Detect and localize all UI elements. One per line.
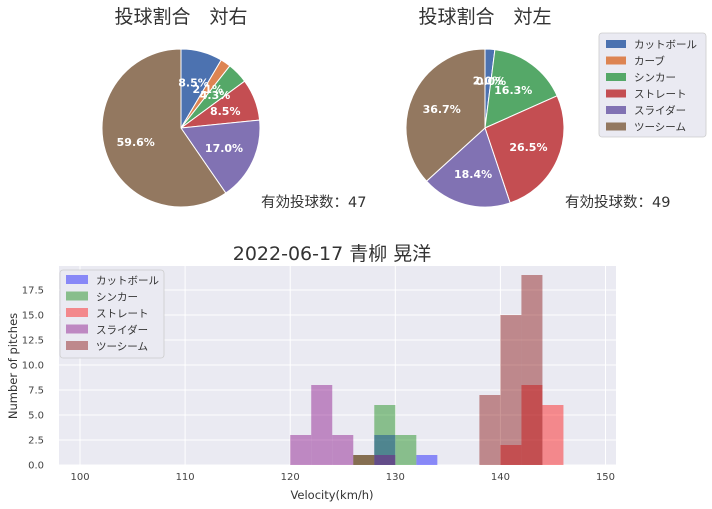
pie-right-slice-5 — [101, 48, 227, 208]
x-tick-label-2: 120 — [281, 472, 300, 483]
pie-right-title: 投球割合 対右 — [114, 6, 247, 28]
hist-legend-label-1: シンカー — [96, 292, 138, 304]
hist-bar-series3-bin0 — [290, 435, 312, 465]
pie-legend-swatch-1 — [606, 56, 626, 65]
y-tick-label-1: 2.5 — [28, 436, 44, 447]
hist-legend-label-2: ストレート — [96, 308, 149, 320]
hist-bar-series2-bin0 — [500, 445, 522, 465]
pie-right-label-3: 8.5% — [210, 105, 241, 118]
x-tick-label-4: 140 — [491, 472, 510, 483]
pie-left-label-4: 18.4% — [454, 168, 492, 181]
pie-right-label-4: 17.0% — [205, 142, 243, 155]
hist-legend-swatch-0 — [66, 275, 88, 284]
hist-legend-swatch-3 — [66, 324, 88, 334]
hist-legend-swatch-2 — [66, 308, 88, 317]
hist-legend-swatch-4 — [66, 341, 88, 350]
pie-left-label-0: 2.0% — [473, 75, 504, 88]
x-axis-label: Velocity(km/h) — [290, 488, 373, 502]
pie-left-slice-2 — [484, 49, 558, 129]
histogram-legend-frame — [59, 269, 165, 359]
pie-chart-vs-right: 投球割合 対右 8.5%2.1%4.3%8.5%17.0%59.6% 有効投球数… — [101, 6, 366, 211]
y-tick-label-0: 0.0 — [28, 461, 44, 472]
hist-legend-swatch-1 — [66, 291, 88, 301]
y-tick-label-5: 12.5 — [22, 336, 44, 347]
hist-legend-label-3: スライダー — [96, 324, 148, 337]
pie-legend-label-5: ツーシーム — [634, 122, 686, 134]
pie-left-label-5: 36.7% — [423, 103, 461, 116]
hist-legend-label-0: カットボール — [96, 275, 159, 287]
hist-bar-series3-bin3 — [374, 455, 396, 465]
pie-legend-label-2: シンカー — [634, 72, 676, 84]
hist-bar-series3-bin1 — [311, 385, 333, 465]
hist-bar-series0-bin0 — [374, 435, 396, 465]
y-tick-label-6: 15.0 — [22, 311, 44, 322]
pie-left-slice-4 — [425, 127, 511, 208]
hist-bar-series1-bin2 — [395, 435, 417, 465]
pie-left-title: 投球割合 対左 — [418, 6, 551, 28]
pie-left-label-3: 26.5% — [509, 141, 547, 154]
pie-right-slice-4 — [180, 119, 261, 194]
hist-bar-series4-bin1 — [479, 395, 501, 465]
pie-legend-swatch-5 — [606, 122, 626, 131]
pie-left-slice-5 — [405, 48, 486, 182]
hist-bar-series0-bin1 — [416, 455, 438, 465]
pie-legend-swatch-3 — [606, 89, 626, 98]
pie-right-label-0: 8.5% — [178, 76, 209, 89]
hist-bar-series1-bin0 — [353, 455, 375, 465]
pie-right-label-2: 4.3% — [200, 89, 231, 102]
pie-left-label-1: 0.0% — [476, 75, 507, 88]
y-tick-label-3: 7.5 — [28, 386, 44, 397]
pie-left-pitch-count: 有効投球数：49 — [565, 194, 670, 211]
x-tick-label-5: 150 — [596, 472, 615, 483]
y-tick-label-2: 5.0 — [28, 411, 44, 422]
pie-legend-label-0: カットボール — [634, 39, 697, 51]
pie-right-label-1: 2.1% — [193, 83, 224, 96]
y-tick-label-4: 10.0 — [22, 361, 44, 372]
pie-legend-label-3: ストレート — [634, 89, 687, 101]
pie-left-slice-3 — [484, 95, 565, 204]
x-tick-label-1: 110 — [176, 472, 195, 483]
hist-bar-series4-bin2 — [500, 315, 522, 465]
pie-legend-label-1: カーブ — [634, 55, 665, 68]
y-tick-label-7: 17.5 — [22, 286, 44, 297]
pie-legend-swatch-2 — [606, 73, 626, 81]
x-tick-label-3: 130 — [386, 472, 405, 483]
x-tick-label-0: 100 — [70, 472, 89, 483]
hist-bar-series3-bin2 — [332, 435, 354, 465]
velocity-histogram: 2022-06-17 青柳 晃洋 100 110 120 130 140 150 0.0 2.… — [6, 243, 616, 502]
pie-chart-vs-left: 投球割合 対左 2.0%0.0%16.3% 26.5% 18.4% 36.7% 有効投… — [405, 6, 670, 211]
pie-legend-swatch-4 — [606, 106, 626, 114]
hist-bar-series4-bin0 — [353, 455, 375, 465]
hist-bar-series1-bin1 — [374, 405, 396, 465]
pie-right-pitch-count: 有効投球数：47 — [261, 194, 366, 211]
pie-legend-swatch-0 — [606, 40, 626, 48]
hist-legend-label-4: ツーシーム — [96, 341, 148, 353]
hist-bar-series4-bin3 — [521, 275, 543, 465]
y-axis-label: Number of pitches — [6, 313, 20, 419]
pie-left-label-2: 16.3% — [494, 84, 532, 97]
pie-legend-label-4: スライダー — [634, 104, 686, 117]
pie-right-label-5: 59.6% — [117, 136, 155, 149]
hist-bar-series2-bin1 — [521, 385, 543, 465]
histogram-title: 2022-06-17 青柳 晃洋 — [233, 243, 432, 265]
hist-bar-series2-bin2 — [542, 405, 564, 465]
